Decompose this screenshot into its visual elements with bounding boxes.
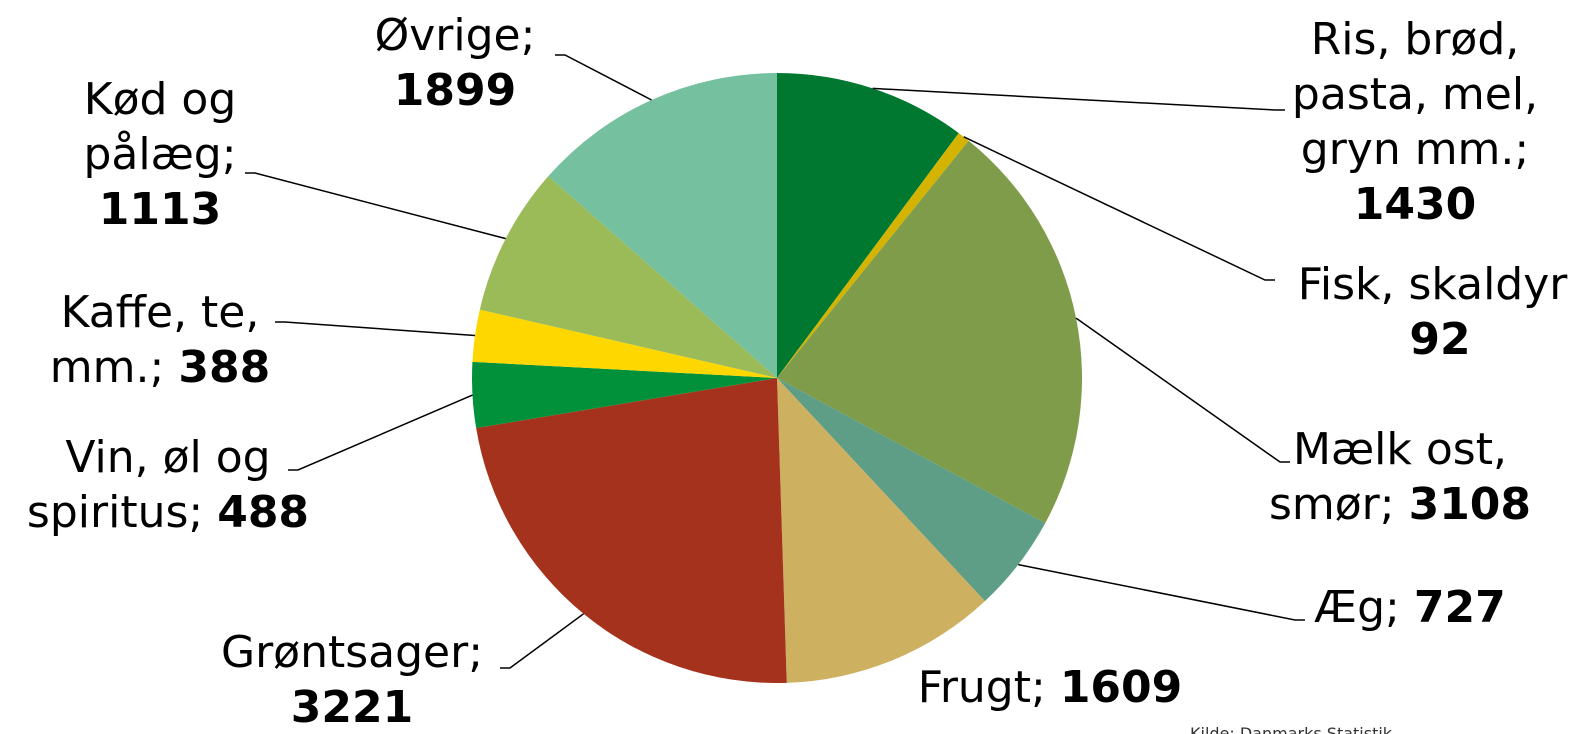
label-name: Æg; <box>1314 582 1400 633</box>
label-value: 1113 <box>98 184 222 235</box>
slice-label: Grøntsager; 3221 <box>192 625 512 734</box>
label-name: Ris, brød, pasta, mel, gryn mm.; <box>1291 14 1539 175</box>
label-name: Øvrige; <box>374 10 536 61</box>
label-value: 1430 <box>1353 179 1477 230</box>
label-name: Kaffe, te, mm.; <box>49 287 260 393</box>
label-name: Kød og pålæg; <box>83 74 237 180</box>
label-name: Fisk, skaldyr; <box>1297 259 1569 310</box>
slice-label: Ris, brød, pasta, mel, gryn mm.; 1430 <box>1265 12 1565 232</box>
slice-label: Kaffe, te, mm.; 388 <box>20 285 300 395</box>
pie-slice <box>476 378 787 683</box>
pie-slice <box>777 378 1046 602</box>
label-value: 92 <box>1409 314 1471 365</box>
leader-line <box>555 54 652 101</box>
slice-label: Frugt; 1609 <box>890 660 1210 715</box>
pie-slice <box>472 361 777 429</box>
leader-line <box>288 394 473 471</box>
label-name: Vin, øl og spiritus; <box>26 432 271 538</box>
label-value: 727 <box>1413 582 1506 633</box>
source-note: Kilde: Danmarks Statistik <box>1190 724 1393 734</box>
label-value: 3108 <box>1408 479 1532 530</box>
pie-slice <box>472 309 777 378</box>
pie-slice <box>479 176 777 378</box>
label-value: 1899 <box>393 65 517 116</box>
slice-label: Fisk, skaldyr; 92 <box>1290 257 1569 367</box>
label-value: 388 <box>178 342 271 393</box>
label-name: Frugt; <box>917 662 1046 713</box>
pie-slice <box>777 73 959 378</box>
leader-line <box>872 87 1285 111</box>
leader-line <box>245 172 506 240</box>
slice-label: Kød og pålæg; 1113 <box>45 72 275 237</box>
leader-line <box>1075 317 1290 463</box>
slice-label: Æg; 727 <box>1260 580 1560 635</box>
pie-slice <box>777 140 1082 524</box>
slice-label: Mælk ost, smør; 3108 <box>1250 422 1550 532</box>
label-name: Grøntsager; <box>220 627 484 678</box>
label-value: 3221 <box>290 682 414 733</box>
label-name: Mælk ost, smør; <box>1268 424 1507 530</box>
pie-slice <box>777 378 985 683</box>
leader-line <box>500 613 585 669</box>
slice-label: Vin, øl og spiritus; 488 <box>0 430 338 540</box>
leader-line <box>1018 563 1305 621</box>
pie-slice <box>548 73 777 378</box>
label-value: 1609 <box>1059 662 1183 713</box>
label-value: 488 <box>217 487 310 538</box>
pie-slice <box>777 133 969 378</box>
leader-line <box>963 136 1275 281</box>
slice-label: Øvrige; 1899 <box>340 8 570 118</box>
leader-line <box>275 321 476 337</box>
